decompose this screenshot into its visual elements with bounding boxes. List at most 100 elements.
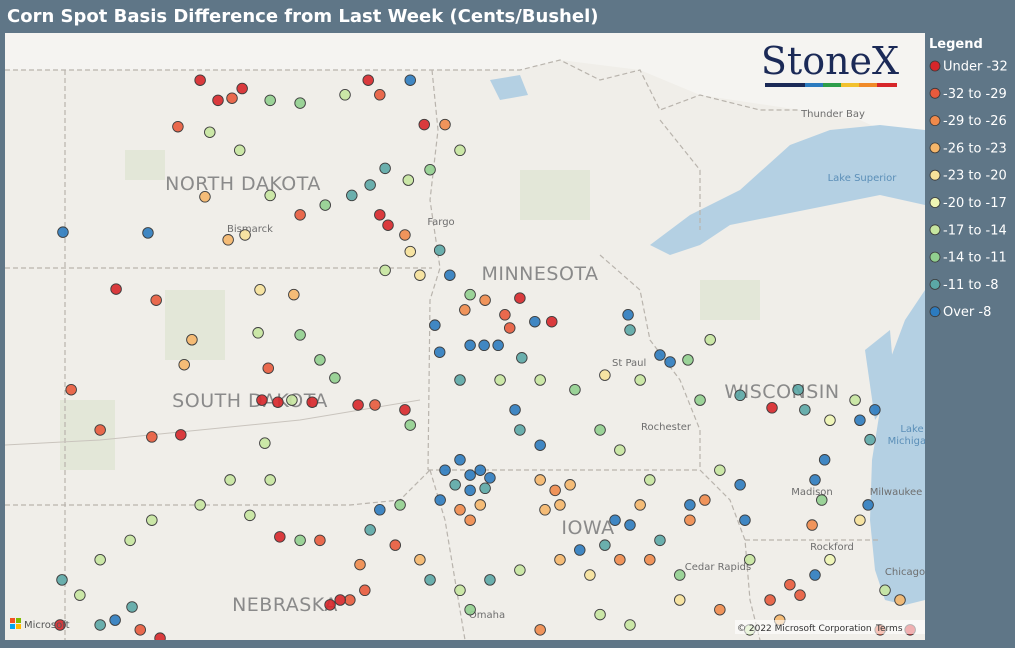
location-point bbox=[109, 614, 121, 626]
legend-label: -11 to -8 bbox=[943, 278, 999, 293]
park bbox=[520, 170, 590, 220]
location-point bbox=[554, 553, 566, 566]
location-point bbox=[564, 479, 576, 491]
city-label: Rochester bbox=[641, 422, 692, 433]
location-point bbox=[494, 374, 506, 386]
green-bay bbox=[865, 330, 895, 420]
location-point bbox=[862, 499, 874, 511]
location-point bbox=[294, 97, 306, 109]
location-point bbox=[509, 404, 521, 416]
location-point bbox=[264, 94, 276, 107]
location-point bbox=[399, 404, 411, 416]
location-point bbox=[382, 219, 394, 231]
city-label: Omaha bbox=[469, 610, 505, 621]
location-point bbox=[824, 414, 836, 427]
terms-link[interactable]: Terms bbox=[875, 624, 903, 634]
location-point bbox=[352, 399, 364, 411]
location-point bbox=[516, 352, 528, 364]
points-layer bbox=[54, 74, 916, 640]
lake-michigan bbox=[870, 290, 925, 605]
location-point bbox=[319, 199, 331, 211]
location-point bbox=[369, 399, 381, 411]
logo-stripe bbox=[823, 83, 841, 87]
location-point bbox=[344, 594, 356, 606]
location-point bbox=[624, 324, 636, 336]
location-point bbox=[474, 499, 487, 511]
location-point bbox=[57, 226, 69, 238]
location-point bbox=[594, 608, 606, 621]
location-point bbox=[306, 396, 318, 408]
location-point bbox=[864, 433, 876, 446]
location-point bbox=[146, 514, 158, 526]
location-point bbox=[624, 619, 636, 631]
location-point bbox=[792, 383, 804, 396]
location-point bbox=[454, 584, 466, 597]
water-label: Michigan bbox=[888, 436, 933, 447]
location-point bbox=[569, 383, 581, 396]
city-label: Bismarck bbox=[227, 224, 273, 235]
location-point bbox=[534, 439, 546, 451]
location-point bbox=[816, 494, 828, 506]
location-point bbox=[674, 594, 686, 606]
location-point bbox=[584, 569, 596, 581]
location-point bbox=[484, 472, 496, 484]
location-point bbox=[374, 504, 386, 516]
location-point bbox=[146, 431, 158, 443]
state-border bbox=[427, 69, 441, 471]
location-point bbox=[694, 394, 706, 406]
location-point bbox=[364, 179, 376, 191]
location-point bbox=[809, 569, 821, 581]
location-point bbox=[684, 514, 696, 526]
water-label: Lake bbox=[900, 424, 923, 435]
location-point bbox=[199, 191, 211, 203]
location-point bbox=[434, 494, 446, 506]
park bbox=[60, 400, 115, 470]
location-point bbox=[324, 599, 336, 611]
provider-logo: Microsoft bbox=[10, 618, 70, 631]
legend-swatch bbox=[929, 169, 941, 181]
city-label: Cedar Rapids bbox=[685, 562, 751, 573]
location-point bbox=[272, 396, 284, 408]
location-point bbox=[514, 424, 526, 436]
location-point bbox=[110, 283, 122, 295]
location-point bbox=[65, 383, 77, 396]
city-label: Milwaukee bbox=[870, 487, 923, 498]
location-point bbox=[514, 292, 526, 304]
legend-swatch bbox=[929, 87, 941, 99]
logo-square bbox=[10, 624, 15, 629]
location-point bbox=[134, 624, 146, 636]
location-point bbox=[869, 404, 881, 416]
location-point bbox=[329, 372, 341, 384]
location-point bbox=[534, 374, 546, 386]
location-point bbox=[94, 619, 106, 631]
country-border bbox=[5, 59, 800, 111]
location-point bbox=[464, 469, 476, 481]
location-point bbox=[622, 309, 634, 321]
river bbox=[5, 399, 421, 446]
location-point bbox=[454, 504, 466, 516]
location-point bbox=[399, 229, 411, 241]
legend-swatch bbox=[929, 306, 941, 318]
location-point bbox=[654, 534, 666, 547]
lake-of-the-woods bbox=[490, 75, 528, 100]
city-label: Thunder Bay bbox=[800, 109, 865, 120]
location-point bbox=[226, 92, 238, 104]
map[interactable]: NORTH DAKOTA MINNESOTA SOUTH DAKOTA WISC… bbox=[5, 33, 932, 643]
location-point bbox=[879, 584, 891, 597]
legend-label: Over -8 bbox=[943, 305, 991, 320]
logo-stripe bbox=[859, 83, 877, 87]
location-point bbox=[484, 574, 496, 586]
location-point bbox=[734, 389, 746, 402]
location-point bbox=[294, 209, 306, 221]
location-point bbox=[766, 402, 778, 414]
location-point bbox=[854, 514, 866, 526]
logo-square bbox=[16, 624, 21, 629]
location-point bbox=[739, 514, 751, 526]
location-point bbox=[274, 531, 286, 543]
location-point bbox=[854, 414, 866, 427]
location-point bbox=[54, 619, 66, 631]
location-point bbox=[178, 358, 190, 371]
water-label: Lake Superior bbox=[828, 173, 898, 184]
location-point bbox=[264, 474, 276, 486]
